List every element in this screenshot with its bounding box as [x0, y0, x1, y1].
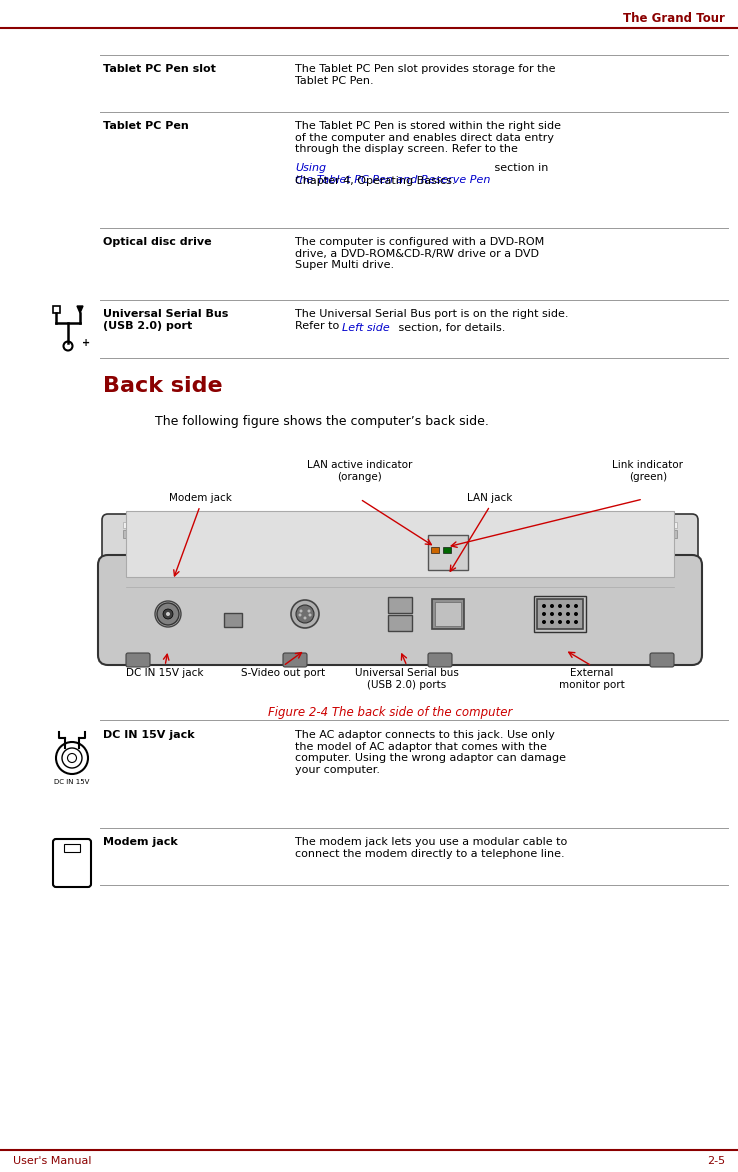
Circle shape	[550, 604, 554, 608]
Bar	[64, 844, 80, 852]
Circle shape	[558, 620, 562, 624]
Text: The Tablet PC Pen is stored within the right side
of the computer and enables di: The Tablet PC Pen is stored within the r…	[295, 121, 561, 155]
Bar	[667, 530, 677, 538]
Text: Tablet PC Pen slot: Tablet PC Pen slot	[103, 64, 216, 74]
Text: Back side: Back side	[103, 376, 223, 396]
Circle shape	[558, 604, 562, 608]
Text: LAN active indicator
(orange): LAN active indicator (orange)	[307, 461, 413, 482]
Circle shape	[558, 612, 562, 616]
Circle shape	[157, 604, 179, 625]
Bar	[388, 615, 412, 631]
Text: The computer is configured with a DVD-ROM
drive, a DVD-ROM&CD-R/RW drive or a DV: The computer is configured with a DVD-RO…	[295, 237, 544, 271]
FancyBboxPatch shape	[428, 653, 452, 667]
Circle shape	[550, 620, 554, 624]
Text: Figure 2-4 The back side of the computer: Figure 2-4 The back side of the computer	[268, 706, 512, 718]
Bar	[123, 530, 133, 538]
Bar	[388, 597, 412, 613]
Bar	[431, 547, 439, 553]
Circle shape	[542, 604, 546, 608]
Circle shape	[300, 609, 303, 613]
Text: Universal Serial Bus
(USB 2.0) port: Universal Serial Bus (USB 2.0) port	[103, 309, 228, 331]
Circle shape	[566, 620, 570, 624]
Text: Left side: Left side	[342, 323, 390, 333]
Text: LAN jack: LAN jack	[467, 493, 513, 503]
Text: External
monitor port: External monitor port	[559, 668, 625, 689]
Text: +: +	[82, 338, 90, 348]
Bar	[435, 602, 461, 626]
Bar	[428, 534, 468, 570]
Circle shape	[542, 620, 546, 624]
Circle shape	[155, 601, 181, 627]
Text: Optical disc drive: Optical disc drive	[103, 237, 212, 247]
Circle shape	[308, 613, 311, 616]
Text: DC IN 15V jack: DC IN 15V jack	[103, 730, 195, 740]
Circle shape	[298, 613, 302, 616]
Text: DC IN 15V jack: DC IN 15V jack	[126, 668, 204, 677]
Bar	[443, 547, 451, 553]
Text: Modem jack: Modem jack	[103, 837, 178, 847]
Bar	[126, 511, 674, 577]
Circle shape	[574, 604, 578, 608]
Text: The following figure shows the computer’s back side.: The following figure shows the computer’…	[155, 415, 489, 428]
Bar	[537, 599, 583, 629]
Bar	[53, 306, 60, 313]
FancyBboxPatch shape	[126, 653, 150, 667]
Circle shape	[574, 620, 578, 624]
Text: Chapter 4, Operating Basics.: Chapter 4, Operating Basics.	[295, 176, 455, 186]
Text: The AC adaptor connects to this jack. Use only
the model of AC adaptor that come: The AC adaptor connects to this jack. Us…	[295, 730, 566, 775]
Circle shape	[550, 612, 554, 616]
Polygon shape	[77, 306, 83, 313]
Text: Universal Serial bus
(USB 2.0) ports: Universal Serial bus (USB 2.0) ports	[355, 668, 459, 689]
Circle shape	[291, 600, 319, 628]
Text: The Grand Tour: The Grand Tour	[623, 12, 725, 25]
Text: The modem jack lets you use a modular cable to
connect the modem directly to a t: The modem jack lets you use a modular ca…	[295, 837, 568, 859]
Circle shape	[166, 612, 170, 616]
FancyBboxPatch shape	[102, 515, 698, 566]
Circle shape	[163, 609, 173, 619]
Text: section, for details.: section, for details.	[395, 323, 506, 333]
Text: The Tablet PC Pen slot provides storage for the
Tablet PC Pen.: The Tablet PC Pen slot provides storage …	[295, 64, 556, 86]
Text: DC IN 15V: DC IN 15V	[55, 779, 90, 785]
Text: Tablet PC Pen: Tablet PC Pen	[103, 121, 189, 131]
Text: 2-5: 2-5	[707, 1156, 725, 1166]
Text: Using
the Tablet PC Pen and Reserve Pen: Using the Tablet PC Pen and Reserve Pen	[295, 163, 490, 185]
FancyBboxPatch shape	[53, 839, 91, 887]
Circle shape	[308, 609, 311, 613]
Text: Modem jack: Modem jack	[168, 493, 232, 503]
Text: The Universal Serial Bus port is on the right side.
Refer to: The Universal Serial Bus port is on the …	[295, 309, 568, 331]
Bar	[432, 599, 464, 629]
Circle shape	[566, 612, 570, 616]
FancyBboxPatch shape	[650, 653, 674, 667]
Bar	[224, 613, 242, 627]
Text: section in: section in	[491, 163, 548, 173]
Text: S-Video out port: S-Video out port	[241, 668, 325, 677]
FancyBboxPatch shape	[283, 653, 307, 667]
FancyBboxPatch shape	[98, 556, 702, 665]
Circle shape	[303, 616, 306, 620]
Circle shape	[296, 605, 314, 624]
Circle shape	[574, 612, 578, 616]
Circle shape	[542, 612, 546, 616]
Text: Link indicator
(green): Link indicator (green)	[613, 461, 683, 482]
Bar	[123, 522, 677, 529]
Text: User's Manual: User's Manual	[13, 1156, 92, 1166]
Circle shape	[566, 604, 570, 608]
Bar	[534, 597, 586, 632]
